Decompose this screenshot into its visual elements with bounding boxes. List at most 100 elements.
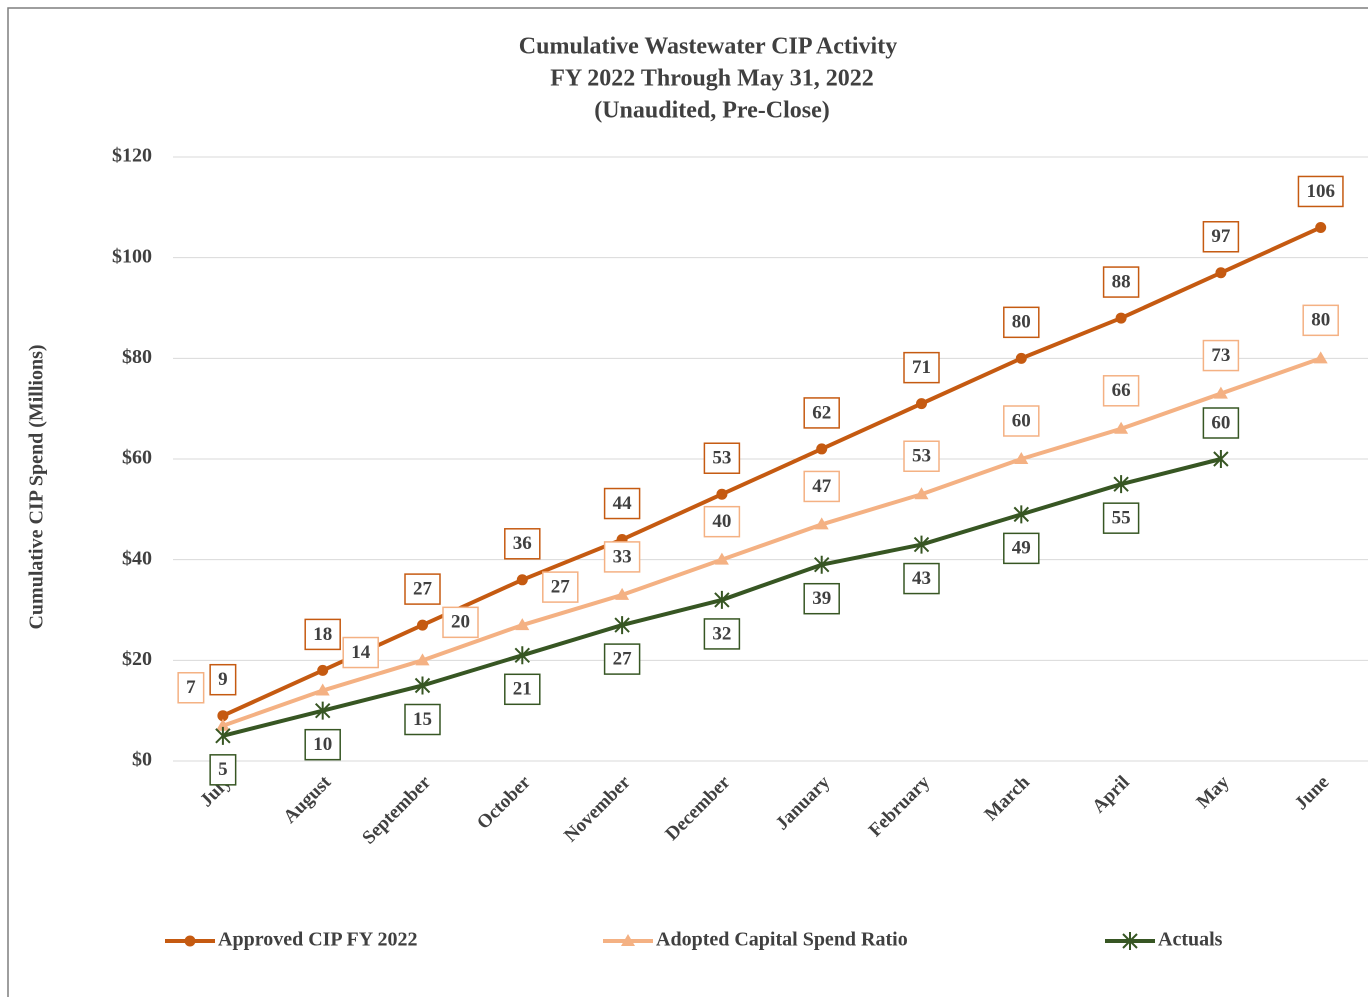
y-tick-label: $120 xyxy=(112,145,152,167)
data-label: 5 xyxy=(209,754,237,786)
data-label-box xyxy=(1297,175,1344,208)
data-label-box xyxy=(903,562,940,595)
data-label: 14 xyxy=(342,636,379,669)
data-label-box xyxy=(1102,375,1140,407)
data-label-text: 27 xyxy=(551,576,571,597)
data-label: 73 xyxy=(1202,339,1240,372)
data-label: 60 xyxy=(1003,405,1040,437)
legend-label: Actuals xyxy=(1158,929,1223,951)
marker xyxy=(417,619,428,631)
data-label-box xyxy=(304,728,341,761)
marker xyxy=(615,587,630,600)
marker xyxy=(415,653,430,666)
data-label: 97 xyxy=(1202,221,1240,253)
data-label-box xyxy=(903,351,940,384)
data-label: 7 xyxy=(177,672,205,704)
data-label-box xyxy=(603,541,641,573)
marker xyxy=(184,935,196,947)
data-label: 27 xyxy=(603,643,641,675)
data-label: 33 xyxy=(603,541,641,573)
marker xyxy=(1213,386,1228,399)
data-label-text: 36 xyxy=(513,533,532,554)
data-label-box xyxy=(603,487,641,520)
data-label-box xyxy=(903,440,940,472)
marker xyxy=(1114,421,1129,434)
data-label: 80 xyxy=(1003,306,1040,339)
series-line xyxy=(222,356,1322,728)
data-label-text: 43 xyxy=(912,568,931,589)
chart-title: (Unaudited, Pre-Close) xyxy=(594,98,830,124)
data-label-text: 60 xyxy=(1012,410,1031,431)
data-label-box xyxy=(1003,405,1040,437)
data-label-box xyxy=(177,672,205,704)
data-label: 60 xyxy=(1202,407,1240,439)
data-label-text: 27 xyxy=(413,578,433,599)
marker xyxy=(813,555,830,574)
data-label-box xyxy=(703,618,741,650)
data-label-text: 49 xyxy=(1012,538,1031,559)
marker xyxy=(215,718,230,731)
data-label: 39 xyxy=(803,582,840,615)
series-line xyxy=(222,225,1322,718)
data-label: 71 xyxy=(903,351,940,384)
data-label-box xyxy=(209,754,237,786)
data-label-text: 80 xyxy=(1012,312,1031,333)
data-label-text: 20 xyxy=(451,612,470,633)
data-label: 88 xyxy=(1102,266,1140,298)
marker xyxy=(1315,221,1327,233)
data-label: 10 xyxy=(304,728,341,761)
y-tick-label: $0 xyxy=(132,749,152,771)
data-label: 44 xyxy=(603,487,641,520)
data-label-box xyxy=(1202,221,1240,253)
data-label-box xyxy=(803,397,840,429)
legend-label: Adopted Capital Spend Ratio xyxy=(656,929,908,951)
data-label: 36 xyxy=(504,528,541,560)
chart-border xyxy=(7,7,1368,997)
marker xyxy=(716,488,728,500)
marker xyxy=(1115,312,1127,324)
data-label-text: 53 xyxy=(712,448,731,469)
data-label: 55 xyxy=(1102,502,1140,534)
data-label-text: 33 xyxy=(613,546,632,567)
data-label-text: 7 xyxy=(186,677,196,698)
data-label: 47 xyxy=(803,470,840,503)
marker xyxy=(1113,475,1129,494)
data-label-box xyxy=(542,571,579,603)
data-label-text: 39 xyxy=(812,588,831,609)
data-label-text: 44 xyxy=(613,493,633,514)
data-label-box xyxy=(1302,304,1339,337)
marker xyxy=(914,487,929,500)
marker xyxy=(215,726,231,745)
data-label: 66 xyxy=(1102,375,1140,407)
y-tick-label: $60 xyxy=(122,447,152,469)
data-label: 21 xyxy=(504,673,541,706)
marker xyxy=(1313,351,1328,364)
data-label: 80 xyxy=(1302,304,1339,337)
data-label-box xyxy=(404,573,441,605)
marker xyxy=(916,398,927,410)
data-label-box xyxy=(703,505,741,538)
y-tick-label: $20 xyxy=(122,648,152,670)
marker xyxy=(1015,352,1027,364)
legend-label: Approved CIP FY 2022 xyxy=(218,929,417,951)
data-label-text: 40 xyxy=(712,511,731,532)
marker xyxy=(516,574,528,586)
marker xyxy=(514,646,531,665)
data-label: 18 xyxy=(304,618,341,651)
marker xyxy=(217,710,229,722)
data-label-text: 21 xyxy=(513,679,532,700)
data-label-box xyxy=(442,606,479,639)
y-axis-label: Cumulative CIP Spend (Millions) xyxy=(26,344,48,629)
marker xyxy=(1013,505,1030,524)
marker xyxy=(816,443,828,455)
marker xyxy=(621,934,635,946)
data-label-text: 73 xyxy=(1211,345,1230,366)
data-label-text: 53 xyxy=(912,446,931,467)
data-label-text: 18 xyxy=(313,624,332,645)
data-label-text: 71 xyxy=(912,357,931,378)
data-label-text: 32 xyxy=(712,623,731,644)
y-tick-label: $80 xyxy=(122,346,152,368)
data-label: 40 xyxy=(703,505,741,538)
chart-title: FY 2022 Through May 31, 2022 xyxy=(550,66,874,92)
